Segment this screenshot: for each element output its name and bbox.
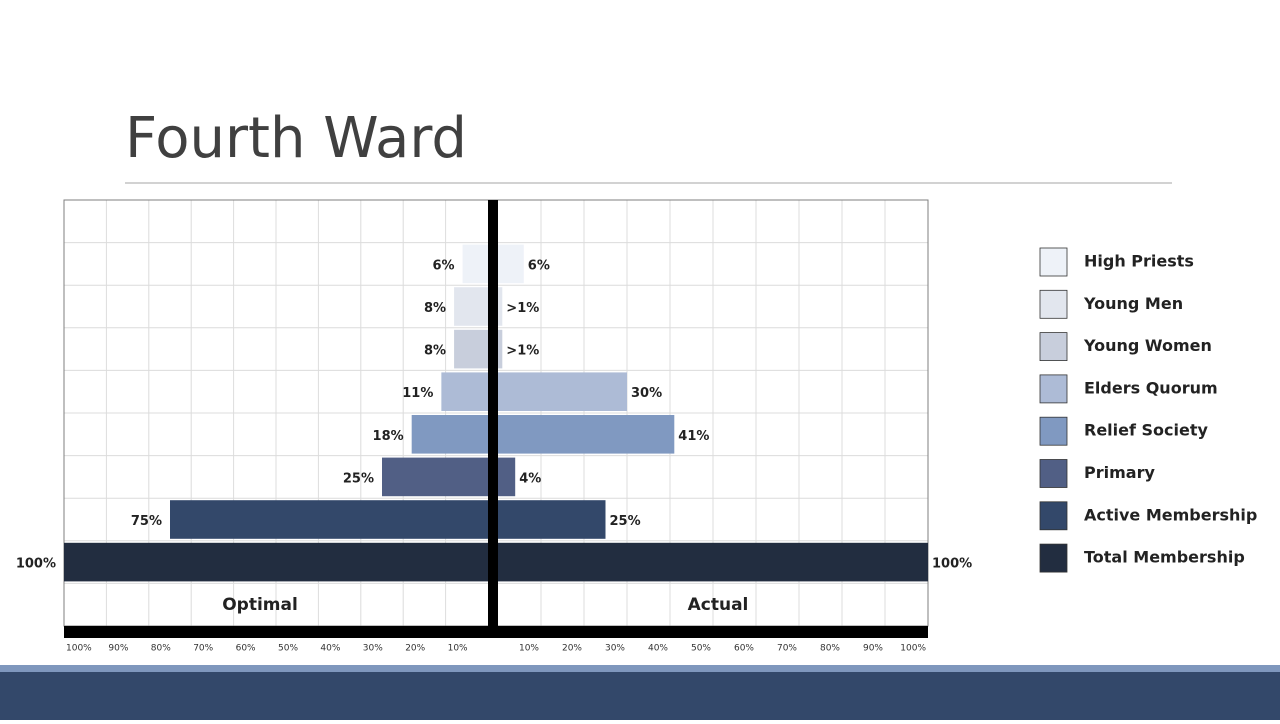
bar <box>498 244 524 284</box>
x-tick-label: 90% <box>863 644 883 654</box>
legend-label: Relief Society <box>1084 421 1209 440</box>
legend-swatch <box>1039 289 1068 319</box>
value-label: 6% <box>528 258 550 273</box>
x-tick-label: 80% <box>820 644 840 654</box>
value-label: 18% <box>373 429 404 444</box>
value-label: 8% <box>424 344 446 359</box>
x-tick-label: 80% <box>151 644 171 654</box>
value-label: >1% <box>506 301 539 316</box>
value-label: 8% <box>424 301 446 316</box>
x-tick-label: 50% <box>278 644 298 654</box>
x-tick-label: 30% <box>363 644 383 654</box>
bar <box>498 542 928 582</box>
bar <box>454 329 488 369</box>
legend-label: Young Men <box>1083 294 1183 313</box>
x-tick-label: 100% <box>66 644 92 654</box>
bar <box>382 457 488 497</box>
legend-label: Young Women <box>1083 336 1212 355</box>
legend-swatch <box>1039 332 1068 362</box>
value-label: 100% <box>16 557 56 572</box>
bar <box>498 415 675 454</box>
legend-label: Primary <box>1084 463 1155 482</box>
value-label: 25% <box>343 471 374 486</box>
bar <box>498 500 606 539</box>
footer-band <box>0 672 1280 720</box>
legend-label: Elders Quorum <box>1084 378 1218 397</box>
x-tick-label: 40% <box>320 644 340 654</box>
bar <box>498 372 627 411</box>
x-tick-label: 30% <box>605 644 625 654</box>
legend-swatch <box>1039 374 1068 404</box>
x-tick-label: 70% <box>193 644 213 654</box>
value-label: 6% <box>432 258 454 273</box>
bar <box>64 542 488 582</box>
x-tick-label: 10% <box>519 644 539 654</box>
legend-label: Total Membership <box>1084 548 1245 567</box>
legend-swatch <box>1039 501 1068 531</box>
legend-swatch <box>1039 543 1068 573</box>
bar <box>498 457 516 497</box>
series-label: Actual <box>688 595 749 615</box>
value-label: 4% <box>519 471 541 486</box>
bar <box>454 287 488 326</box>
bar <box>170 500 488 539</box>
legend-swatch <box>1039 459 1068 488</box>
x-tick-label: 40% <box>648 644 668 654</box>
x-tick-label: 100% <box>900 644 926 654</box>
legend-swatch <box>1039 416 1068 446</box>
value-label: 11% <box>402 386 433 401</box>
legend-label: High Priests <box>1084 252 1194 271</box>
value-label: >1% <box>506 344 539 359</box>
value-label: 30% <box>631 386 662 401</box>
plot: 6% 6% 8% >1% 8% >1% 11% 30% 18% 41% 25% 4% 75% 25% 100… <box>16 244 972 582</box>
x-tick-label: 60% <box>734 644 754 654</box>
footer-stripe <box>0 665 1280 672</box>
x-tick-label: 50% <box>691 644 711 654</box>
bar <box>462 244 488 284</box>
value-label: 75% <box>131 514 162 529</box>
bar <box>411 415 488 454</box>
center-divider <box>488 200 498 626</box>
legend-swatch <box>1039 247 1068 277</box>
bar <box>498 329 503 369</box>
x-tick-label: 20% <box>562 644 582 654</box>
value-label: 100% <box>932 557 972 572</box>
bar <box>441 372 488 411</box>
axis-band <box>64 626 928 638</box>
x-tick-label: 10% <box>448 644 468 654</box>
x-tick-label: 20% <box>405 644 425 654</box>
legend-label: Active Membership <box>1084 505 1257 524</box>
series-label: Optimal <box>222 595 298 615</box>
x-tick-label: 70% <box>777 644 797 654</box>
x-tick-label: 90% <box>108 644 128 654</box>
chart-title: Fourth Ward <box>125 106 467 171</box>
value-label: 41% <box>678 429 709 444</box>
value-label: 25% <box>610 514 641 529</box>
bar <box>498 287 503 326</box>
x-tick-label: 60% <box>236 644 256 654</box>
